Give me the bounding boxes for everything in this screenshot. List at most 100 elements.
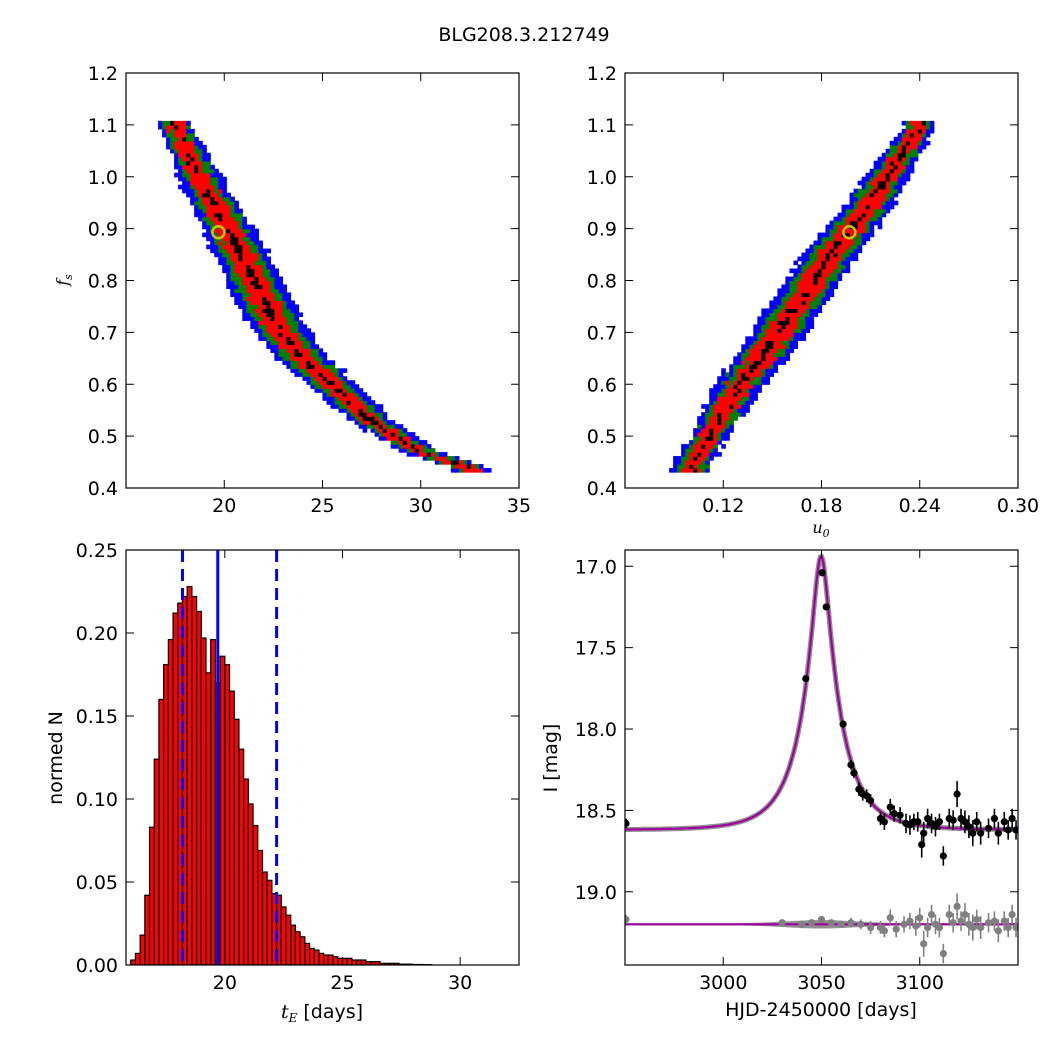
heatmap-cell [717, 428, 722, 433]
heatmap-cell [250, 312, 255, 317]
heatmap-cell [757, 372, 762, 377]
heatmap-cell [809, 273, 814, 278]
heatmap-cell [753, 368, 758, 373]
heatmap-cell [809, 257, 814, 262]
heatmap-cell [850, 253, 855, 258]
heatmap-cell [198, 157, 203, 162]
heatmap-cell [834, 277, 839, 282]
heatmap-cell [367, 404, 372, 409]
heatmap-cell [242, 217, 247, 222]
heatmap-cell [459, 460, 464, 465]
heatmap-cell [777, 352, 782, 357]
heatmap-cell [769, 372, 774, 377]
heatmap-cell [471, 464, 476, 469]
heatmap-cell [274, 344, 279, 349]
heatmap-cell [669, 468, 674, 473]
heatmap-cell [230, 261, 235, 266]
heatmap-cell [797, 320, 802, 325]
heatmap-cell [270, 336, 275, 341]
heatmap-cell [242, 284, 247, 289]
heatmap-cell [198, 189, 203, 194]
heatmap-cell [194, 197, 199, 202]
heatmap-cell [777, 316, 782, 321]
heatmap-cell [278, 320, 283, 325]
heatmap-cell [266, 273, 271, 278]
heatmap-cell [162, 129, 167, 134]
heatmap-cell [226, 253, 231, 258]
heatmap-cell [226, 217, 231, 222]
heatmap-cell [399, 444, 404, 449]
heatmap-cell [250, 257, 255, 262]
residual-point [969, 924, 976, 931]
heatmap-cell [186, 161, 191, 166]
heatmap-cell [214, 213, 219, 218]
histogram-bar [314, 950, 319, 965]
heatmap-cell [705, 444, 710, 449]
heatmap-cell [862, 189, 867, 194]
heatmap-cell [391, 444, 396, 449]
heatmap-cell [246, 229, 251, 234]
heatmap-cell [198, 205, 203, 210]
heatmap-cell [765, 344, 770, 349]
heatmap-cell [854, 253, 859, 258]
heatmap-cell [862, 217, 867, 222]
heatmap-cell [685, 464, 690, 469]
heatmap-cell [351, 396, 356, 401]
heatmap-cell [733, 400, 738, 405]
y-tick-label: 0.6 [587, 374, 617, 396]
heatmap-cell [250, 245, 255, 250]
heatmap-cell [310, 368, 315, 373]
photometry-point [622, 820, 629, 827]
heatmap-cell [302, 328, 307, 333]
histogram-bar [352, 960, 357, 965]
heatmap-cell [190, 149, 195, 154]
heatmap-cell [230, 288, 235, 293]
heatmap-cell [753, 348, 758, 353]
heatmap-cell [447, 456, 452, 461]
heatmap-cell [745, 400, 750, 405]
heatmap-cell [777, 312, 782, 317]
heatmap-cell [254, 312, 259, 317]
heatmap-cell [379, 404, 384, 409]
heatmap-cell [777, 336, 782, 341]
heatmap-cell [801, 265, 806, 270]
heatmap-cell [789, 284, 794, 289]
photometry-point [840, 721, 847, 728]
heatmap-cell [870, 205, 875, 210]
heatmap-cell [894, 189, 899, 194]
heatmap-cell [906, 121, 911, 126]
heatmap-cell [206, 217, 211, 222]
heatmap-cell [399, 432, 404, 437]
heatmap-cell [777, 356, 782, 361]
heatmap-cell [681, 464, 686, 469]
heatmap-cell [190, 177, 195, 182]
heatmap-cell [298, 336, 303, 341]
heatmap-cell [725, 420, 730, 425]
heatmap-cell [834, 273, 839, 278]
heatmap-cell [850, 217, 855, 222]
heatmap-cell [254, 237, 259, 242]
heatmap-cell [335, 392, 340, 397]
heatmap-cell [854, 189, 859, 194]
heatmap-cell [367, 424, 372, 429]
heatmap-cell [777, 288, 782, 293]
heatmap-cell [846, 265, 851, 270]
heatmap-cell [242, 281, 247, 286]
heatmap-cell [246, 277, 251, 282]
heatmap-cell [306, 348, 311, 353]
heatmap-cell [174, 153, 179, 158]
heatmap-cell [214, 205, 219, 210]
heatmap-cell [741, 384, 746, 389]
heatmap-cell [693, 448, 698, 453]
heatmap-cell [306, 352, 311, 357]
heatmap-cell [234, 225, 239, 230]
heatmap-cell [705, 420, 710, 425]
heatmap-cell [765, 340, 770, 345]
heatmap-cell [862, 197, 867, 202]
heatmap-cell [918, 129, 923, 134]
heatmap-cell [262, 281, 267, 286]
heatmap-cell [471, 468, 476, 473]
heatmap-cell [202, 149, 207, 154]
heatmap-cell [701, 412, 706, 417]
y-tick-label: 18.5 [575, 800, 617, 822]
